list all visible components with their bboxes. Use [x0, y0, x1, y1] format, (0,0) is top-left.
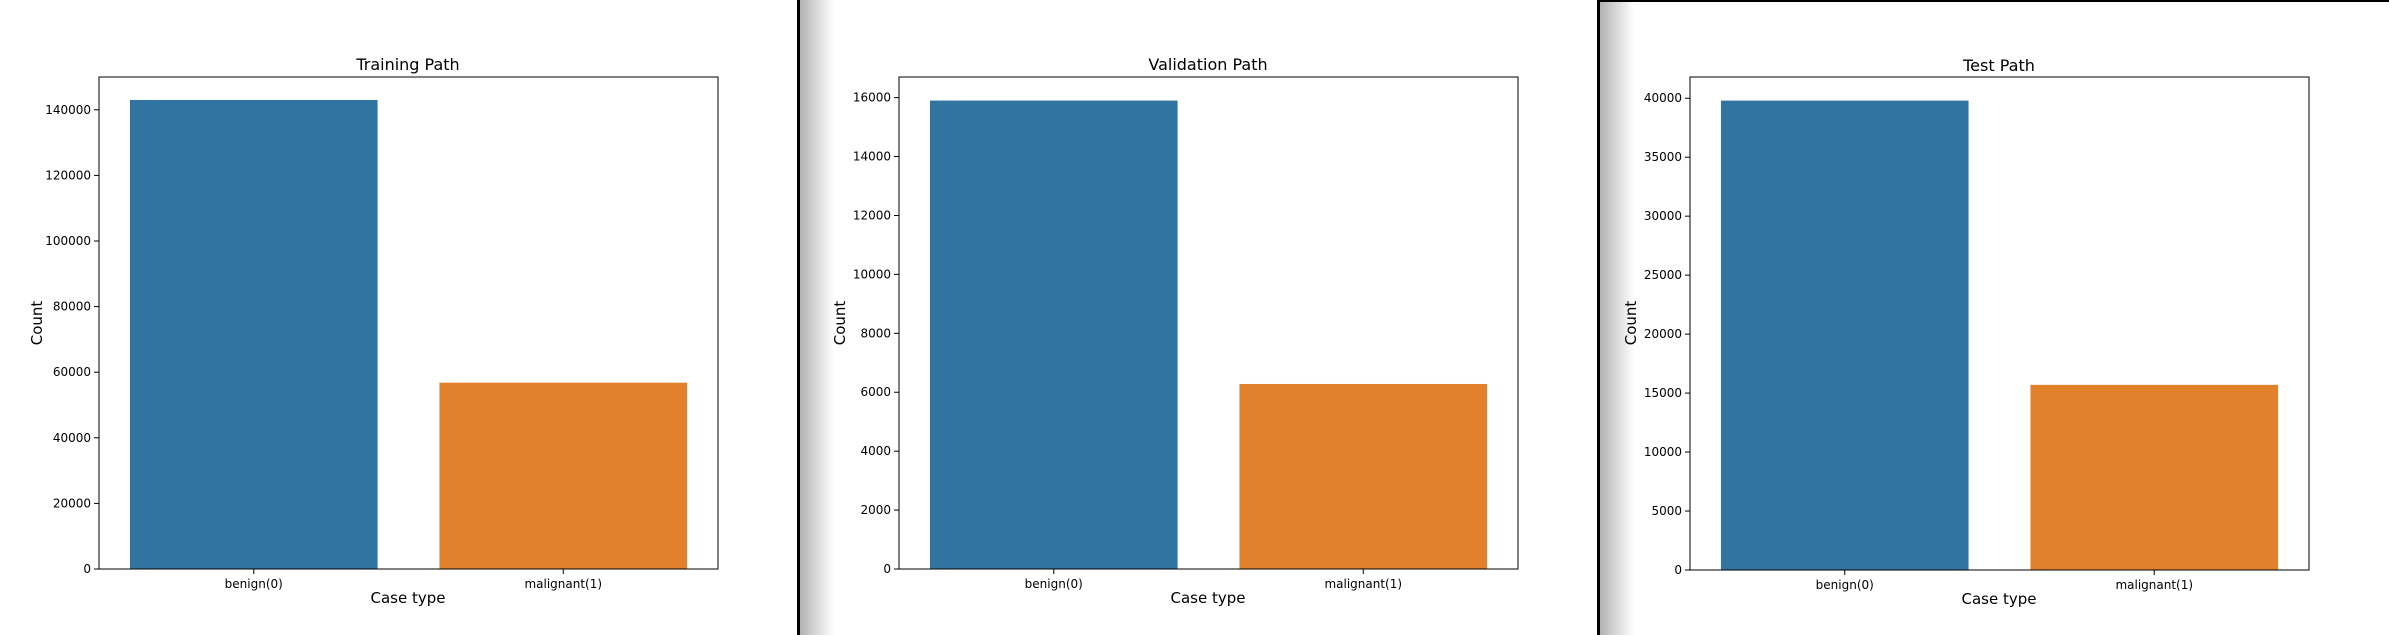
y-tick-label: 35000	[1644, 150, 1682, 164]
plot-area-frame	[898, 76, 1519, 570]
x-tick-label: benign(0)	[1025, 577, 1083, 591]
y-tick-label: 2000	[860, 503, 891, 517]
panel-divider	[1597, 0, 1600, 635]
training-chart-panel: Training Path 0 20000 40000 60000 80000 10000…	[0, 0, 797, 635]
panel-top-rule	[1597, 0, 2389, 2]
y-tick-label: 80000	[53, 300, 91, 314]
y-tick-label: 15000	[1644, 386, 1682, 400]
y-tick-label: 40000	[1644, 91, 1682, 105]
x-axis-label: Case type	[1962, 590, 2037, 608]
y-axis-ticks: 0 5000 10000 15000 20000 25000 30000 35000 40000	[1644, 91, 1690, 577]
test-chart: Test Path 0 5000 10000 15000 20000 25000 30000…	[1622, 56, 2310, 608]
y-tick-label: 6000	[860, 385, 891, 399]
test-chart-panel: Test Path 0 5000 10000 15000 20000 25000 30000…	[1600, 2, 2389, 635]
y-tick-label: 14000	[853, 150, 891, 164]
y-tick-label: 30000	[1644, 209, 1682, 223]
y-axis-label: Count	[1622, 301, 1640, 346]
x-tick-label: benign(0)	[1816, 578, 1874, 592]
panel-divider	[797, 0, 800, 635]
y-tick-label: 120000	[45, 168, 91, 182]
y-tick-label: 4000	[860, 444, 891, 458]
chart-title: Validation Path	[1148, 55, 1267, 74]
chart-title: Training Path	[355, 55, 459, 74]
y-tick-label: 0	[883, 562, 891, 576]
x-tick-label: malignant(1)	[2115, 578, 2193, 592]
y-tick-label: 100000	[45, 234, 91, 248]
y-tick-label: 40000	[53, 431, 91, 445]
x-axis-ticks: benign(0) malignant(1)	[1816, 570, 2193, 592]
y-tick-label: 20000	[53, 496, 91, 510]
y-tick-label: 16000	[853, 91, 891, 105]
plot-area-frame	[1689, 76, 2310, 571]
x-axis-ticks: benign(0) malignant(1)	[225, 569, 602, 591]
y-tick-label: 25000	[1644, 268, 1682, 282]
bar-benign0	[929, 100, 1178, 570]
plot-area-frame	[98, 76, 719, 570]
bar-benign0	[1720, 100, 1969, 571]
validation-chart: Validation Path 0 2000 4000 6000 8000 10000 12…	[831, 55, 1519, 607]
training-chart: Training Path 0 20000 40000 60000 80000 10000…	[28, 55, 719, 607]
bar-group	[1720, 100, 2279, 571]
x-axis-label: Case type	[371, 589, 446, 607]
x-tick-label: benign(0)	[225, 577, 283, 591]
x-axis-label: Case type	[1171, 589, 1246, 607]
bar-malignant1	[439, 382, 688, 569]
y-tick-label: 0	[1674, 563, 1682, 577]
y-tick-label: 10000	[1644, 445, 1682, 459]
y-tick-label: 5000	[1651, 504, 1682, 518]
bar-malignant1	[1239, 383, 1488, 569]
y-tick-label: 20000	[1644, 327, 1682, 341]
bar-malignant1	[2030, 384, 2279, 570]
y-tick-label: 8000	[860, 326, 891, 340]
bar-group	[129, 99, 688, 570]
bar-group	[929, 100, 1488, 570]
y-tick-label: 140000	[45, 103, 91, 117]
y-axis-ticks: 0 20000 40000 60000 80000 100000 120000 140000	[45, 103, 99, 576]
x-tick-label: malignant(1)	[524, 577, 602, 591]
y-axis-ticks: 0 2000 4000 6000 8000 10000 12000 14000 16000	[853, 91, 899, 576]
y-tick-label: 60000	[53, 365, 91, 379]
y-axis-label: Count	[28, 301, 46, 346]
y-axis-label: Count	[831, 301, 849, 346]
y-tick-label: 12000	[853, 208, 891, 222]
x-axis-ticks: benign(0) malignant(1)	[1025, 569, 1402, 591]
bar-benign0	[129, 99, 378, 570]
validation-chart-panel: Validation Path 0 2000 4000 6000 8000 10000 12…	[800, 0, 1597, 635]
chart-title: Test Path	[1962, 56, 2035, 75]
y-tick-label: 10000	[853, 267, 891, 281]
y-tick-label: 0	[83, 562, 91, 576]
x-tick-label: malignant(1)	[1324, 577, 1402, 591]
